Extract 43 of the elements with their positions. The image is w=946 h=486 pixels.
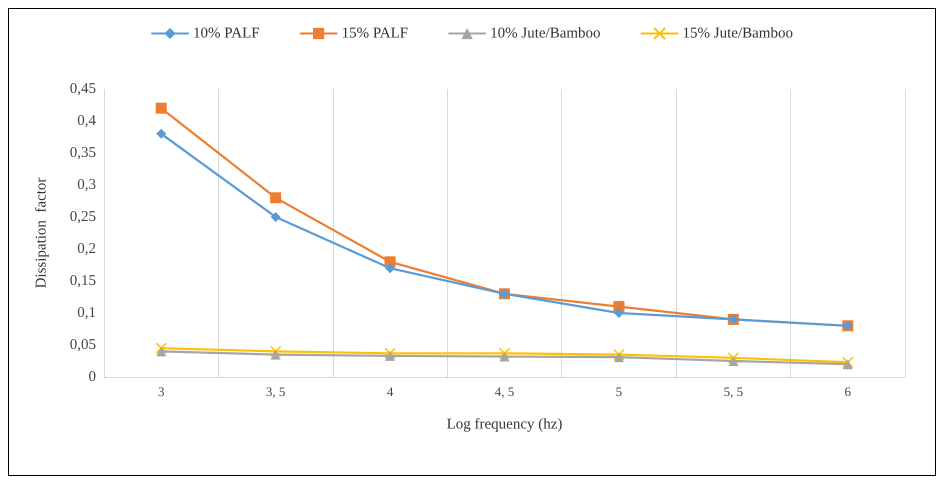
x-tick-label: 6 [844,384,852,399]
point [500,352,510,362]
point [270,192,282,204]
y-tick-label: 0,45 [70,81,96,97]
y-tick-label: 0,1 [77,305,96,321]
legend-label: 10% PALF [193,26,260,42]
y-tick-label: 0,25 [70,209,96,225]
x-tick-label: 5 [616,384,622,399]
x-tick-label: 4, 5 [494,384,514,399]
point [156,102,167,114]
legend-label: 10% Jute/Bamboo [490,26,601,42]
point [613,348,625,360]
x-axis-title: Log frequency (hz) [446,416,562,432]
y-tick-label: 0,4 [77,113,96,129]
point [270,346,282,358]
x-tick-label: 5, 5 [724,384,744,399]
point [270,350,281,360]
y-tick-label: 0 [88,369,96,385]
point [614,308,624,318]
y-axis-title: Dissipation factor [34,178,50,288]
point [156,128,166,139]
y-tick-label: 0,05 [70,337,96,353]
point [385,350,396,361]
x-tick-label: 3, 5 [266,384,286,399]
point [728,352,740,364]
point [384,348,396,360]
point [842,356,854,368]
point [270,212,281,222]
point [385,263,396,274]
x-tick-label: 3 [158,384,164,399]
x-tick-label: 4 [386,384,394,399]
point [498,348,510,360]
point [728,356,738,366]
point [156,346,166,356]
legend-label: 15% Jute/Bamboo [682,26,793,42]
y-tick-label: 0,35 [70,145,96,161]
legend-label: 15% PALF [342,26,408,42]
point [842,359,853,370]
point [155,342,167,354]
y-tick-label: 0,15 [70,273,96,289]
y-tick-label: 0,2 [77,241,96,257]
point [614,352,624,362]
y-tick-label: 0,3 [77,177,96,193]
